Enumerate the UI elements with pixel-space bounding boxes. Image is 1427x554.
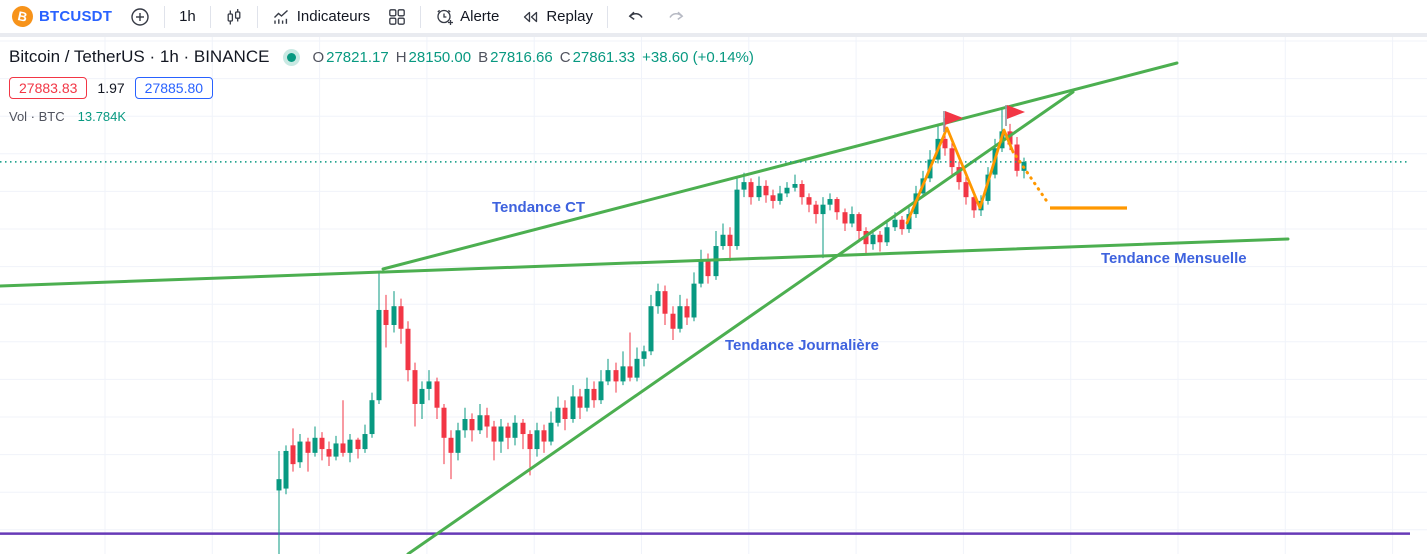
instrument-title[interactable]: Bitcoin / TetherUS · 1h · BINANCE [9, 47, 270, 66]
sell-price-button[interactable]: 27883.83 [9, 76, 88, 99]
trend-monthly-label[interactable]: Tendance Mensuelle [1101, 250, 1247, 267]
chart-legend: Bitcoin / TetherUS · 1h · BINANCE O 27821… [9, 47, 754, 124]
redo-icon [669, 11, 684, 20]
ohlc-values: O 27821.17 H 28150.00 B 27816.66 C 27861.33 … [312, 49, 753, 66]
indicators-label: Indicateurs [296, 8, 371, 25]
toolbar-divider [607, 5, 609, 28]
candles [276, 108, 1027, 554]
undo-icon [628, 11, 643, 20]
high-value: 28150.00 [408, 48, 472, 66]
undo-button[interactable] [622, 7, 650, 27]
flag-marker-icon[interactable] [943, 111, 963, 132]
trend-monthly-line[interactable] [0, 237, 1290, 288]
toolbar-divider [209, 5, 211, 28]
indicators-icon [273, 9, 288, 24]
zigzag-drawing[interactable] [905, 126, 1015, 225]
indicators-button[interactable]: Indicateurs [268, 6, 374, 28]
layout-grid-button[interactable] [384, 6, 410, 28]
replay-label: Replay [546, 8, 594, 25]
gridlines [0, 37, 1427, 554]
interval-label: 1h [179, 8, 196, 25]
open-value: 27821.17 [326, 48, 389, 66]
close-value: 27861.33 [572, 48, 636, 66]
symbol-name: BTCUSDT [39, 8, 113, 25]
redo-button[interactable] [662, 7, 690, 27]
close-label: C [559, 48, 571, 66]
volume-row: Vol · BTC 13.784K [9, 109, 754, 124]
buy-price-button[interactable]: 27885.80 [134, 76, 214, 99]
symbol-button[interactable]: B BTCUSDT [8, 4, 116, 29]
trend-ct-label[interactable]: Tendance CT [492, 199, 586, 216]
flag-marker-icon[interactable] [1005, 105, 1025, 126]
trend-daily-label[interactable]: Tendance Journalière [725, 337, 879, 354]
toolbar-divider [256, 5, 258, 28]
alarm-plus-icon [437, 9, 454, 25]
trend-ct-line[interactable] [381, 61, 1179, 271]
toolbar-divider [420, 5, 422, 28]
replay-icon [524, 11, 538, 22]
projection-dotted-line[interactable] [1014, 154, 1050, 205]
plus-circle-icon [131, 7, 149, 26]
interval-button[interactable]: 1h [175, 6, 200, 27]
low-value: 27816.66 [490, 48, 553, 66]
low-label: B [478, 48, 489, 66]
toolbar-bottom-strip [0, 33, 1427, 37]
toolbar-divider [164, 5, 166, 28]
change-value: +38.60 (+0.14%) [642, 48, 754, 66]
grid-layout-icon [389, 8, 405, 25]
alert-button[interactable]: Alerte [431, 5, 503, 28]
high-label: H [395, 48, 407, 66]
top-toolbar: B BTCUSDT 1h Indicateurs [0, 0, 1427, 33]
volume-value: 13.784K [77, 109, 127, 124]
spread-value: 1.97 [97, 79, 125, 96]
volume-label: Vol · BTC [9, 109, 65, 124]
symbol-add-button[interactable] [126, 5, 154, 29]
legend-title-row: Bitcoin / TetherUS · 1h · BINANCE O 27821… [9, 47, 754, 67]
bitcoin-logo-icon: B [10, 4, 35, 29]
open-label: O [312, 48, 325, 66]
alert-label: Alerte [460, 8, 500, 25]
bid-ask-row: 27883.83 1.97 27885.80 [9, 76, 754, 99]
replay-button[interactable]: Replay [517, 6, 597, 28]
candles-icon [227, 8, 241, 24]
trend-daily-line[interactable] [406, 90, 1075, 554]
market-status-dot [287, 52, 297, 62]
chart-type-button[interactable] [221, 6, 247, 28]
